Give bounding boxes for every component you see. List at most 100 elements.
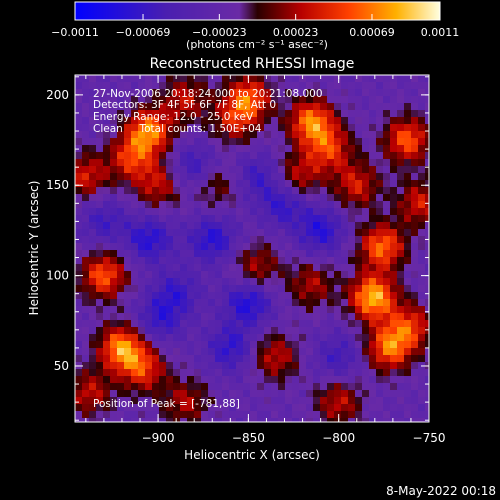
heatmap-cell bbox=[75, 75, 83, 83]
heatmap-cell bbox=[390, 89, 398, 97]
heatmap-cell bbox=[208, 411, 216, 419]
heatmap-cell bbox=[201, 96, 209, 104]
heatmap-cell bbox=[103, 159, 111, 167]
heatmap-cell bbox=[320, 173, 328, 181]
heatmap-cell bbox=[103, 278, 111, 286]
heatmap-cell bbox=[96, 334, 104, 342]
heatmap-cell bbox=[362, 411, 370, 419]
heatmap-cell bbox=[103, 236, 111, 244]
heatmap-cell bbox=[334, 138, 342, 146]
heatmap-cell bbox=[411, 194, 419, 202]
heatmap-cell bbox=[334, 271, 342, 279]
heatmap-cell bbox=[96, 89, 104, 97]
heatmap-cell bbox=[397, 327, 405, 335]
heatmap-cell bbox=[243, 208, 251, 216]
heatmap-cell bbox=[271, 173, 279, 181]
heatmap-cell bbox=[257, 313, 265, 321]
heatmap-cell bbox=[369, 201, 377, 209]
heatmap-cell bbox=[124, 215, 132, 223]
heatmap-cell bbox=[152, 117, 160, 125]
heatmap-cell bbox=[75, 264, 83, 272]
heatmap-cell bbox=[110, 173, 118, 181]
heatmap-cell bbox=[131, 397, 139, 405]
heatmap-cell bbox=[341, 355, 349, 363]
heatmap-cell bbox=[355, 341, 363, 349]
heatmap-cell bbox=[348, 89, 356, 97]
peak-position-label: Position of Peak = [-781,88] bbox=[93, 398, 240, 410]
heatmap-cell bbox=[222, 390, 230, 398]
heatmap-cell bbox=[390, 355, 398, 363]
heatmap-cell bbox=[257, 334, 265, 342]
heatmap-cell bbox=[222, 243, 230, 251]
heatmap-cell bbox=[180, 390, 188, 398]
heatmap-cell bbox=[208, 285, 216, 293]
heatmap-cell bbox=[257, 355, 265, 363]
heatmap-cell bbox=[180, 194, 188, 202]
heatmap-cell bbox=[208, 292, 216, 300]
heatmap-cell bbox=[320, 159, 328, 167]
heatmap-cell bbox=[124, 145, 132, 153]
heatmap-cell bbox=[124, 334, 132, 342]
heatmap-cell bbox=[166, 187, 174, 195]
heatmap-cell bbox=[229, 152, 237, 160]
heatmap-cell bbox=[306, 397, 314, 405]
heatmap-cell bbox=[250, 285, 258, 293]
heatmap-cell bbox=[327, 110, 335, 118]
heatmap-cell bbox=[103, 173, 111, 181]
heatmap-cell bbox=[292, 243, 300, 251]
heatmap-cell bbox=[285, 292, 293, 300]
heatmap-cell bbox=[341, 264, 349, 272]
heatmap-cell bbox=[383, 411, 391, 419]
heatmap-cell bbox=[89, 152, 97, 160]
heatmap-cell bbox=[313, 215, 321, 223]
heatmap-cell bbox=[299, 173, 307, 181]
heatmap-cell bbox=[75, 278, 83, 286]
heatmap-cell bbox=[397, 285, 405, 293]
heatmap-cell bbox=[110, 285, 118, 293]
heatmap-cell bbox=[320, 89, 328, 97]
heatmap-cell bbox=[418, 110, 426, 118]
heatmap-cell bbox=[208, 82, 216, 90]
heatmap-cell bbox=[418, 348, 426, 356]
heatmap-cell bbox=[299, 152, 307, 160]
heatmap-cell bbox=[292, 334, 300, 342]
heatmap-cell bbox=[404, 75, 412, 83]
heatmap-cell bbox=[257, 257, 265, 265]
heatmap-cell bbox=[159, 418, 167, 422]
heatmap-cell bbox=[397, 376, 405, 384]
heatmap-cell bbox=[306, 264, 314, 272]
heatmap-cell bbox=[397, 390, 405, 398]
heatmap-cell bbox=[229, 390, 237, 398]
heatmap-cell bbox=[250, 383, 258, 391]
heatmap-cell bbox=[348, 145, 356, 153]
heatmap-cell bbox=[404, 145, 412, 153]
heatmap-cell bbox=[264, 89, 272, 97]
heatmap-cell bbox=[369, 236, 377, 244]
heatmap-cell bbox=[425, 222, 429, 230]
heatmap-cell bbox=[236, 313, 244, 321]
heatmap-cell bbox=[292, 159, 300, 167]
heatmap-cell bbox=[173, 341, 181, 349]
heatmap-cell bbox=[320, 327, 328, 335]
heatmap-cell bbox=[110, 341, 118, 349]
heatmap-cell bbox=[425, 264, 429, 272]
heatmap-cell bbox=[208, 222, 216, 230]
heatmap-cell bbox=[257, 243, 265, 251]
heatmap-cell bbox=[96, 390, 104, 398]
heatmap-cell bbox=[75, 187, 83, 195]
heatmap-cell bbox=[236, 341, 244, 349]
heatmap-cell bbox=[89, 96, 97, 104]
heatmap-cell bbox=[124, 138, 132, 146]
heatmap-cell bbox=[334, 404, 342, 412]
heatmap-cell bbox=[355, 271, 363, 279]
heatmap-cell bbox=[320, 383, 328, 391]
heatmap-cell bbox=[390, 222, 398, 230]
heatmap-cell bbox=[418, 208, 426, 216]
heatmap-cell bbox=[369, 313, 377, 321]
heatmap-cell bbox=[404, 159, 412, 167]
heatmap-cell bbox=[411, 390, 419, 398]
heatmap-cell bbox=[348, 341, 356, 349]
heatmap-cell bbox=[404, 327, 412, 335]
heatmap-cell bbox=[271, 89, 279, 97]
heatmap-cell bbox=[187, 75, 195, 83]
